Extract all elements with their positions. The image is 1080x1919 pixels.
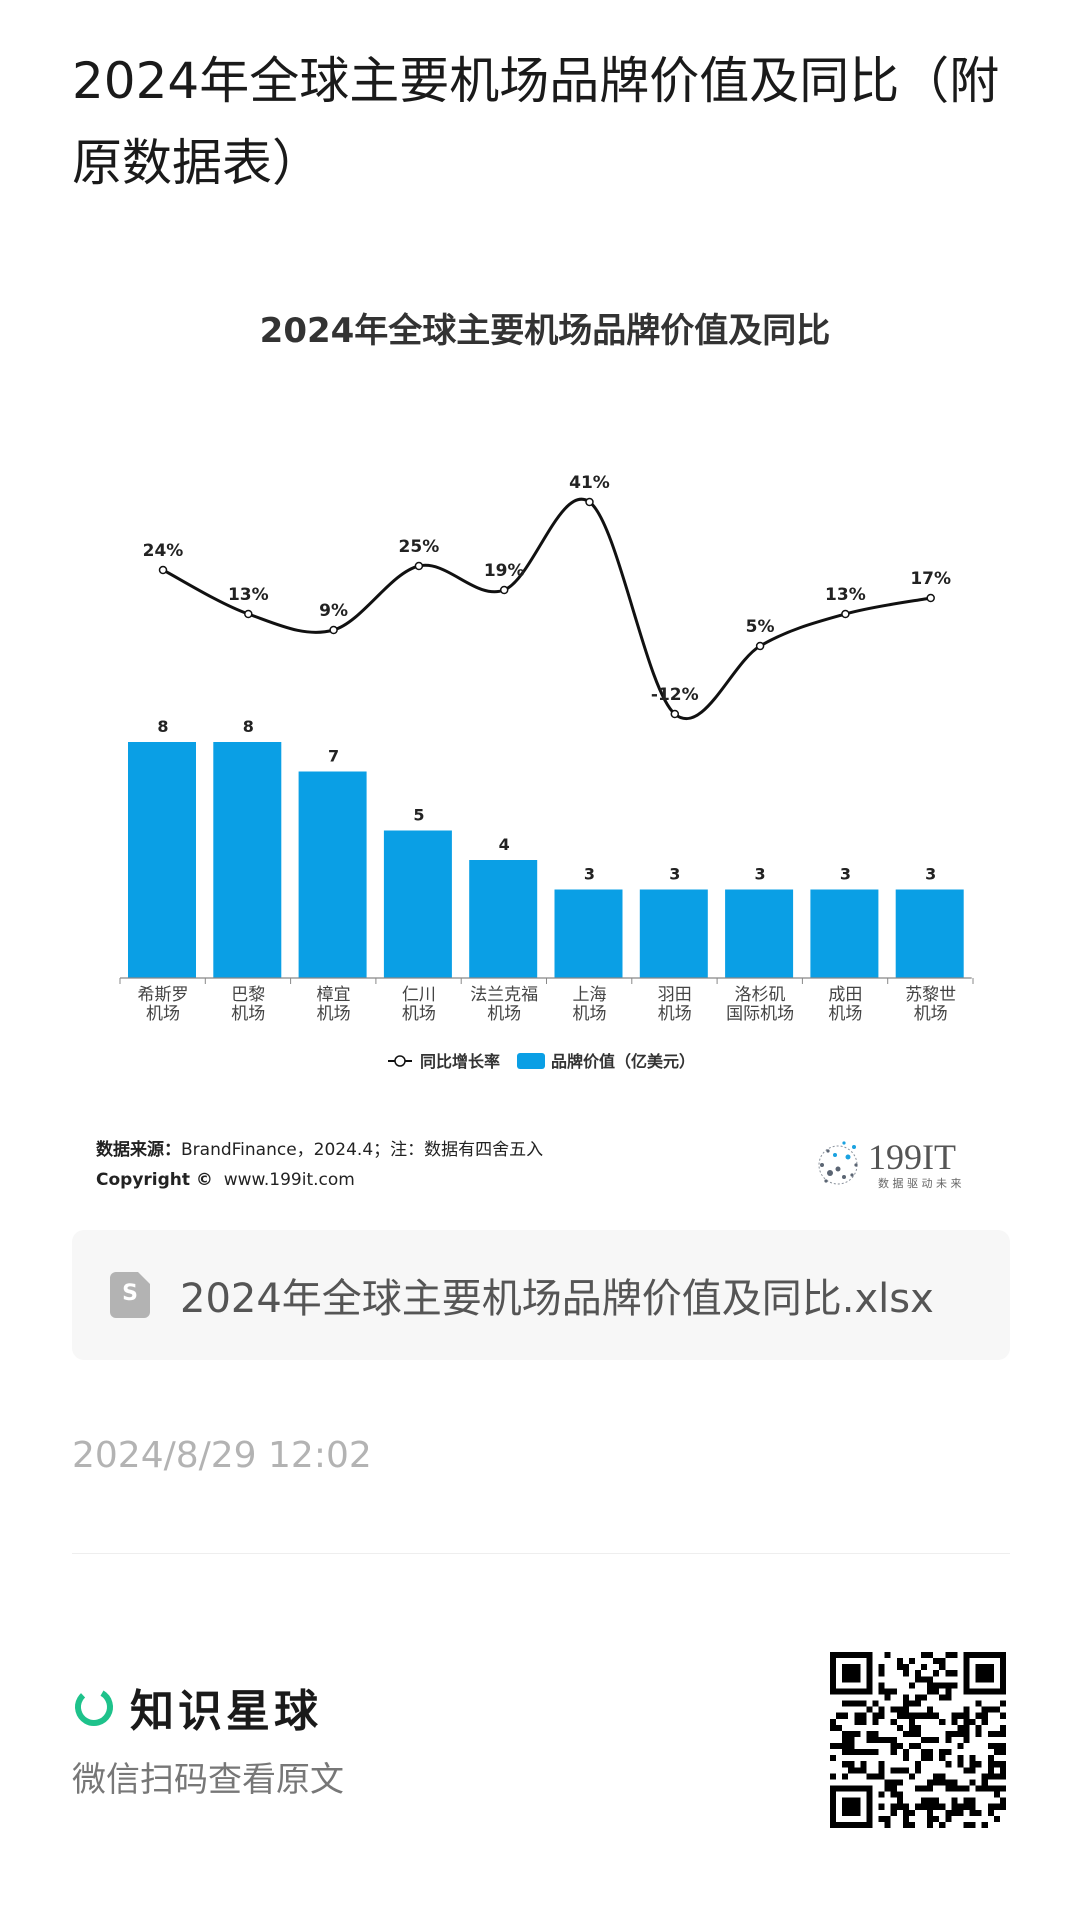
- scan-hint: 微信扫码查看原文: [72, 1760, 344, 1800]
- growth-point: [841, 609, 850, 619]
- source-text: BrandFinance，2024.4；注：数据有四舍五入: [181, 1140, 544, 1160]
- bar: [383, 830, 452, 978]
- legend-label: 同比增长率: [420, 1052, 500, 1071]
- bar: [469, 860, 538, 978]
- page-title: 2024年全球主要机场品牌价值及同比（附原数据表）: [72, 52, 1000, 192]
- category-label: 机场: [402, 1004, 436, 1024]
- bar-value-label: 3: [755, 865, 766, 884]
- category-label: 洛杉矶: [735, 985, 786, 1005]
- growth-label: 5%: [746, 617, 775, 637]
- app-name: 知识星球: [130, 1686, 322, 1737]
- bar: [895, 889, 964, 978]
- growth-label: 17%: [910, 569, 951, 589]
- category-label: 上海: [573, 985, 607, 1005]
- growth-label: 19%: [484, 561, 525, 581]
- legend-line-marker: [394, 1055, 406, 1067]
- category-label: 羽田: [658, 985, 692, 1005]
- qr-finder-pattern: [842, 1664, 861, 1683]
- spreadsheet-file-icon: S: [110, 1272, 150, 1318]
- bar: [213, 742, 282, 978]
- bar: [554, 889, 623, 978]
- chart-title: 2024年全球主要机场品牌价值及同比: [260, 311, 831, 351]
- growth-point: [755, 641, 765, 651]
- growth-point: [499, 585, 509, 595]
- bar-value-label: 3: [584, 865, 595, 884]
- growth-point: [585, 497, 594, 507]
- growth-label: -12%: [651, 685, 699, 705]
- bar: [810, 889, 879, 978]
- qr-finder-pattern: [975, 1664, 994, 1683]
- bar-value-label: 3: [925, 865, 936, 884]
- brand-logo-199it: 199IT 数 据 驱 动 未 来: [818, 1137, 961, 1190]
- growth-label: 13%: [228, 585, 269, 605]
- growth-label: 25%: [399, 537, 440, 557]
- category-label: 巴黎: [231, 985, 265, 1005]
- attachment-card[interactable]: S 2024年全球主要机场品牌价值及同比.xlsx: [72, 1230, 1010, 1360]
- category-label: 法兰克福: [470, 985, 538, 1005]
- growth-point: [329, 625, 338, 635]
- growth-point: [670, 709, 680, 719]
- planet-ring-icon: [75, 1688, 113, 1726]
- brand-slogan: 数 据 驱 动 未 来: [878, 1176, 961, 1190]
- post-timestamp: 2024/8/29 12:02: [72, 1435, 372, 1476]
- qr-finder-pattern: [842, 1797, 861, 1816]
- category-label: 机场: [914, 1004, 948, 1024]
- chart-legend: 同比增长率 品牌价值（亿美元）: [388, 1052, 695, 1071]
- category-label: 国际机场: [726, 1004, 794, 1024]
- bar-value-label: 3: [840, 865, 851, 884]
- category-label: 成田: [828, 985, 862, 1005]
- category-label: 希斯罗: [138, 985, 189, 1005]
- growth-label: 9%: [319, 601, 348, 621]
- brand-name: 199IT: [868, 1137, 956, 1177]
- source-label: 数据来源：: [96, 1140, 181, 1160]
- divider: [72, 1553, 1010, 1554]
- category-label: 机场: [658, 1004, 692, 1024]
- category-label: 机场: [828, 1004, 862, 1024]
- bar-value-label: 4: [499, 835, 510, 854]
- category-label: 仁川: [402, 985, 436, 1005]
- growth-label: 41%: [569, 473, 610, 493]
- growth-label: 13%: [825, 585, 866, 605]
- qr-code[interactable]: [830, 1652, 1006, 1828]
- bar-value-label: 3: [669, 865, 680, 884]
- category-label: 苏黎世: [905, 985, 956, 1005]
- zsxq-logo: 知识星球: [72, 1675, 322, 1739]
- bar-value-label: 8: [243, 717, 254, 736]
- legend-bar-swatch: [517, 1053, 545, 1069]
- copyright-label: Copyright ©: [96, 1170, 213, 1190]
- legend-label: 品牌价值（亿美元）: [551, 1052, 695, 1071]
- category-label: 机场: [487, 1004, 521, 1024]
- bar-value-label: 8: [157, 717, 168, 736]
- bar-value-label: 7: [328, 747, 339, 766]
- bar: [725, 889, 794, 978]
- category-label: 机场: [317, 1004, 351, 1024]
- growth-point: [158, 565, 168, 575]
- category-label: 机场: [231, 1004, 265, 1024]
- category-label: 樟宜: [317, 985, 351, 1005]
- copyright-text: www.199it.com: [223, 1170, 355, 1190]
- chart: 2024年全球主要机场品牌价值及同比 8 8 7 5 4 3 3 3 3 3 24% 13% 9% 25…: [119, 311, 974, 1071]
- category-label: 机场: [573, 1004, 607, 1024]
- growth-point: [926, 593, 935, 603]
- bar: [298, 771, 367, 978]
- growth-line: [162, 497, 931, 721]
- growth-point: [414, 561, 424, 571]
- bar: [128, 742, 196, 978]
- bar: [639, 889, 708, 978]
- growth-label: 24%: [143, 541, 184, 561]
- file-icon-letter: S: [122, 1281, 138, 1306]
- bar-value-label: 5: [413, 806, 424, 825]
- dandelion-icon: [818, 1141, 858, 1185]
- attachment-file-name[interactable]: 2024年全球主要机场品牌价值及同比.xlsx: [180, 1276, 934, 1322]
- growth-point: [244, 609, 253, 619]
- category-label: 机场: [146, 1004, 180, 1024]
- data-source: 数据来源：BrandFinance，2024.4；注：数据有四舍五入 Copyr…: [96, 1135, 543, 1195]
